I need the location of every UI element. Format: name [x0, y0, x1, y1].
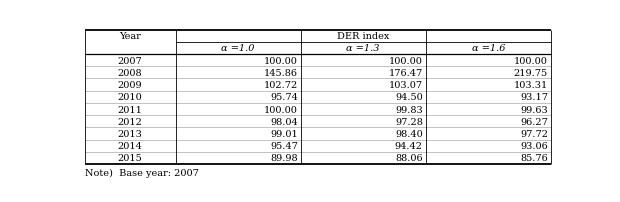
Text: 2015: 2015	[118, 154, 143, 163]
Text: 2008: 2008	[118, 68, 143, 78]
Text: 97.72: 97.72	[520, 129, 548, 138]
Text: Year: Year	[119, 32, 141, 41]
Text: Note)  Base year: 2007: Note) Base year: 2007	[85, 168, 198, 177]
Text: 2010: 2010	[118, 93, 143, 102]
Text: 96.27: 96.27	[520, 117, 548, 126]
Text: 145.86: 145.86	[264, 68, 298, 78]
Text: 2012: 2012	[118, 117, 143, 126]
Text: 2013: 2013	[118, 129, 143, 138]
Text: 93.06: 93.06	[520, 142, 548, 150]
Text: 85.76: 85.76	[520, 154, 548, 163]
Text: α =1.3: α =1.3	[347, 44, 380, 53]
Text: 98.40: 98.40	[395, 129, 423, 138]
Text: 98.04: 98.04	[270, 117, 298, 126]
Text: 2009: 2009	[118, 81, 143, 90]
Text: 2007: 2007	[118, 56, 143, 65]
Text: 89.98: 89.98	[270, 154, 298, 163]
Text: 88.06: 88.06	[395, 154, 423, 163]
Text: 219.75: 219.75	[514, 68, 548, 78]
Text: 2011: 2011	[118, 105, 143, 114]
Text: α =1.0: α =1.0	[221, 44, 255, 53]
Text: DER index: DER index	[337, 32, 389, 41]
Text: 103.07: 103.07	[389, 81, 423, 90]
Text: 100.00: 100.00	[264, 56, 298, 65]
Text: 100.00: 100.00	[514, 56, 548, 65]
Text: 95.47: 95.47	[270, 142, 298, 150]
Text: α =1.6: α =1.6	[471, 44, 505, 53]
Text: 102.72: 102.72	[264, 81, 298, 90]
Text: 100.00: 100.00	[264, 105, 298, 114]
Text: 99.01: 99.01	[270, 129, 298, 138]
Text: 97.28: 97.28	[395, 117, 423, 126]
Text: 94.50: 94.50	[395, 93, 423, 102]
Text: 99.63: 99.63	[520, 105, 548, 114]
Text: 100.00: 100.00	[389, 56, 423, 65]
Text: 95.74: 95.74	[270, 93, 298, 102]
Text: 2014: 2014	[118, 142, 143, 150]
Text: 94.42: 94.42	[395, 142, 423, 150]
Text: 93.17: 93.17	[520, 93, 548, 102]
Text: 176.47: 176.47	[389, 68, 423, 78]
Text: 99.83: 99.83	[395, 105, 423, 114]
Text: 103.31: 103.31	[513, 81, 548, 90]
